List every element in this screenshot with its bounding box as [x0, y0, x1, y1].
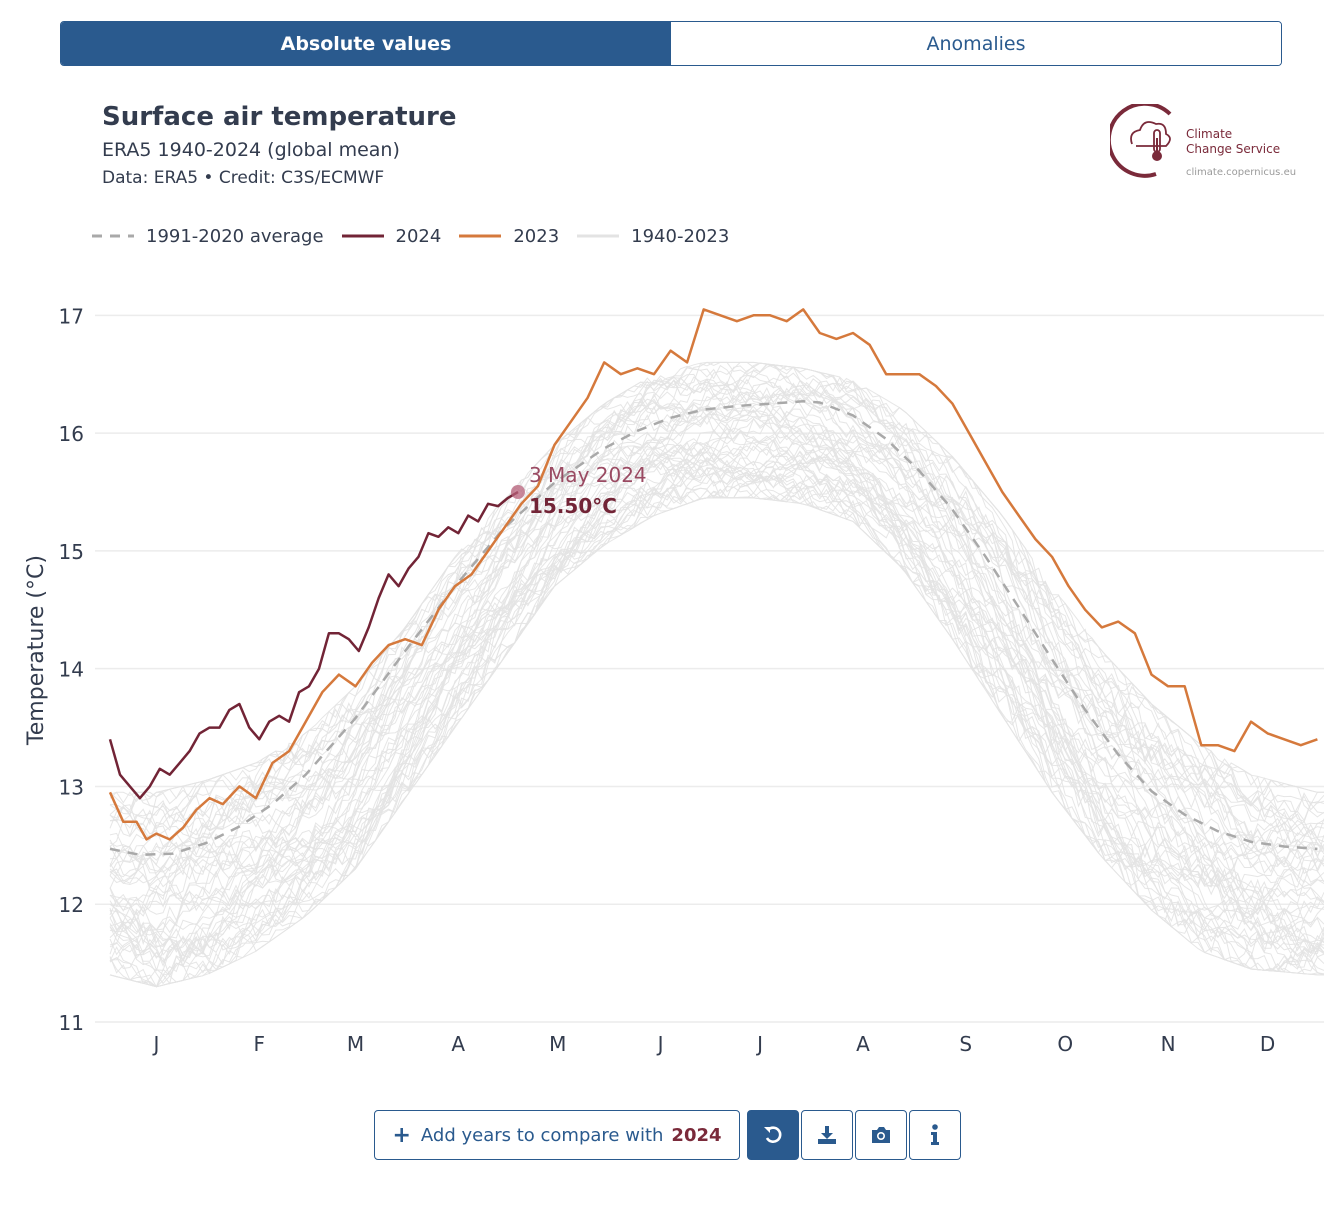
- view-toggle: Absolute values Anomalies: [60, 21, 1282, 66]
- historic-year-line: [109, 389, 1324, 884]
- x-tick-label: M: [549, 1032, 566, 1056]
- camera-icon: [872, 1127, 890, 1143]
- x-tick-label: J: [656, 1032, 664, 1056]
- historic-year-line: [109, 472, 1324, 985]
- historic-year-line: [109, 367, 1324, 840]
- legend-item-2024[interactable]: 2024: [341, 225, 442, 247]
- historic-year-line: [109, 375, 1324, 860]
- historic-year-line: [109, 415, 1324, 912]
- historic-year-line: [109, 372, 1324, 866]
- legend-item-average[interactable]: 1991-2020 average: [92, 226, 324, 247]
- legend-label-historic: 1940-2023: [631, 225, 730, 247]
- x-tick-label: A: [856, 1032, 870, 1056]
- historic-year-line: [109, 467, 1324, 974]
- reset-icon: [764, 1126, 782, 1143]
- c3s-logo: Climate Change Service climate.copernicu…: [1106, 101, 1310, 184]
- download-button[interactable]: [801, 1110, 853, 1160]
- historic-year-line: [109, 482, 1324, 988]
- historic-year-line: [109, 364, 1324, 836]
- y-axis-label: Temperature (°C): [24, 555, 49, 746]
- series-line-2023: [108, 308, 1318, 841]
- historic-year-line: [109, 429, 1324, 932]
- anomalies-tab[interactable]: Anomalies: [671, 22, 1281, 65]
- y-tick-label: 16: [59, 422, 84, 446]
- legend-swatch-2023-icon: [459, 234, 502, 238]
- hover-marker: [510, 485, 525, 499]
- reset-button[interactable]: [747, 1110, 799, 1160]
- x-tick-label: J: [151, 1032, 159, 1056]
- y-tick-label: 12: [59, 893, 84, 917]
- add-years-current-year: 2024: [671, 1124, 722, 1146]
- y-tick-label: 14: [59, 658, 84, 682]
- logo-line1: Climate: [1186, 127, 1233, 141]
- historic-year-line: [109, 452, 1324, 959]
- x-tick-label: J: [755, 1032, 763, 1056]
- historic-year-line: [109, 379, 1324, 873]
- x-tick-label: D: [1260, 1032, 1275, 1056]
- historic-year-line: [109, 406, 1324, 911]
- y-tick-label: 15: [59, 540, 84, 564]
- chart-title: Surface air temperature: [102, 102, 457, 132]
- y-tick-label: 11: [59, 1011, 84, 1035]
- absolute-values-tab[interactable]: Absolute values: [61, 22, 671, 65]
- historic-year-line: [109, 447, 1324, 955]
- tooltip-date: 3 May 2024: [529, 463, 647, 487]
- y-tick-label: 13: [59, 775, 84, 799]
- historic-year-line: [109, 467, 1324, 988]
- legend-item-historic[interactable]: 1940-2023: [577, 226, 729, 247]
- historic-year-line: [109, 405, 1324, 908]
- info-icon: [931, 1124, 939, 1145]
- series-line-1991-2020-average: [109, 400, 1318, 857]
- series-line-2024: [108, 490, 519, 800]
- plus-icon: +: [392, 1122, 411, 1148]
- historic-year-line: [109, 396, 1324, 880]
- chart-credit: Data: ERA5 • Credit: C3S/ECMWF: [102, 168, 385, 188]
- historic-year-line: [109, 404, 1324, 891]
- historic-year-line: [109, 392, 1324, 875]
- c3s-logo-icon: [1106, 101, 1172, 178]
- legend-swatch-historic-icon: [577, 234, 620, 238]
- x-tick-label: N: [1161, 1032, 1176, 1056]
- historic-year-line: [109, 386, 1324, 867]
- historic-year-line: [109, 362, 1324, 829]
- logo-line2: Change Service: [1186, 142, 1281, 156]
- historic-year-line: [109, 475, 1324, 988]
- x-tick-label: S: [959, 1032, 972, 1056]
- tooltip-value: 15.50°C: [529, 494, 617, 518]
- historic-year-line: [109, 387, 1324, 887]
- legend-item-2023[interactable]: 2023: [459, 226, 559, 247]
- legend-label-average: 1991-2020 average: [146, 225, 324, 247]
- add-years-button[interactable]: + Add years to compare with 2024: [374, 1110, 740, 1160]
- legend-swatch-2024-icon: [341, 234, 384, 238]
- screenshot-button[interactable]: [855, 1110, 907, 1160]
- historic-year-line: [109, 459, 1324, 985]
- chart-legend: 1991-2020 average 2024 2023 1940-2023: [92, 224, 747, 248]
- add-years-label: Add years to compare with: [420, 1124, 664, 1146]
- historic-year-line: [109, 447, 1324, 967]
- historic-year-line: [109, 415, 1324, 922]
- historic-year-line: [109, 381, 1324, 877]
- y-tick-label: 17: [59, 304, 84, 328]
- x-tick-label: F: [254, 1032, 266, 1056]
- logo-url: climate.copernicus.eu: [1186, 167, 1297, 178]
- historic-year-line: [109, 424, 1324, 931]
- x-tick-label: A: [451, 1032, 465, 1056]
- chart-toolbar: + Add years to compare with 2024: [374, 1110, 961, 1160]
- chart-subtitle: ERA5 1940-2024 (global mean): [102, 139, 400, 161]
- historic-year-line: [109, 364, 1324, 836]
- legend-label-2023: 2023: [513, 225, 560, 247]
- x-tick-label: M: [347, 1032, 364, 1056]
- info-button[interactable]: [909, 1110, 961, 1160]
- historic-year-line: [109, 361, 1324, 822]
- download-icon: [818, 1126, 836, 1144]
- historic-year-line: [109, 444, 1324, 951]
- historic-year-line: [109, 450, 1324, 971]
- x-tick-label: O: [1057, 1032, 1073, 1056]
- historic-year-line: [109, 445, 1324, 969]
- legend-label-2024: 2024: [395, 225, 442, 247]
- legend-swatch-dashed-icon: [92, 234, 134, 238]
- temperature-chart: 11 12 13 14 15 16 17 Temperature (°C) J F M A M J J A S O…: [24, 304, 1324, 1056]
